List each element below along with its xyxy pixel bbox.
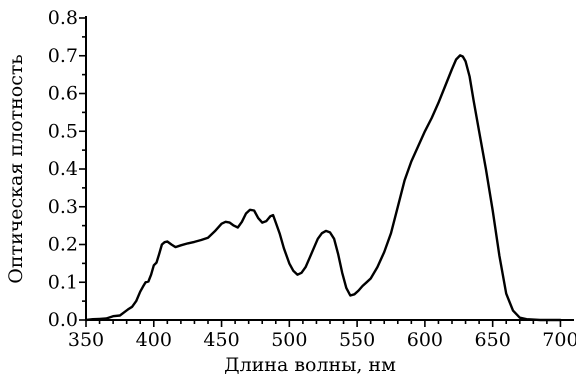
axes [85, 16, 574, 321]
y-tick-label: 0.0 [48, 309, 78, 331]
x-tick-label: 400 [136, 329, 172, 351]
x-ticks: 350 400 450 500 550 600 650 700 [68, 320, 576, 351]
y-tick-label: 0.7 [48, 45, 78, 67]
series-line [84, 54, 562, 322]
x-tick-label: 500 [271, 329, 307, 351]
y-tick-label: 0.1 [48, 271, 78, 293]
y-tick-label: 0.4 [48, 158, 78, 180]
x-tick-label: 450 [203, 329, 239, 351]
y-tick-label: 0.2 [48, 234, 78, 256]
y-tick-label: 0.8 [48, 7, 78, 29]
x-axis-label: Длина волны, нм [224, 354, 396, 376]
series-group [84, 54, 562, 322]
x-tick-label: 350 [68, 329, 104, 351]
x-tick-label: 550 [339, 329, 375, 351]
y-tick-label: 0.3 [48, 196, 78, 218]
y-tick-label: 0.5 [48, 120, 78, 142]
x-tick-label: 650 [475, 329, 511, 351]
x-tick-label: 600 [407, 329, 443, 351]
y-tick-label: 0.6 [48, 83, 78, 105]
y-axis-label: Оптическая плотность [5, 54, 27, 283]
y-ticks: 0.0 0.1 0.2 0.3 0.4 0.5 0.6 0.7 0.8 [48, 7, 86, 331]
x-tick-label: 700 [542, 329, 576, 351]
